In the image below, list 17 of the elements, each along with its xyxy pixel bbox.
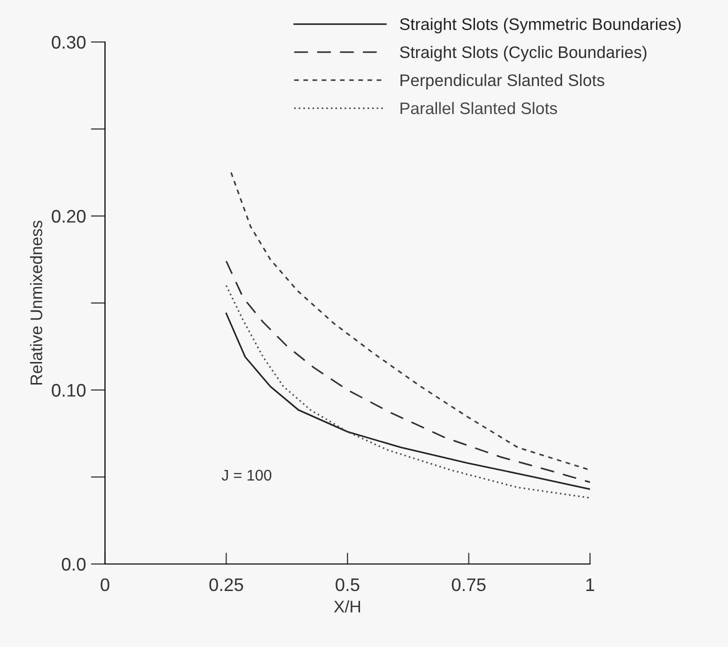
annotation: J = 100 [222,470,272,481]
y-tick-label: 0.30 [52,36,86,49]
x-tick-label: 0.25 [209,578,244,592]
text: Straight Slots (Symmetric Boundaries) [400,18,681,34]
text: Straight Slots (Cyclic Boundaries) [400,46,646,62]
y-tick-label: 0.20 [52,210,86,223]
y-tick-label: 0.0 [62,558,86,571]
y-tick-label: 0.10 [52,384,86,397]
x-tick-label: 1 [586,578,594,591]
y-axis-title: Relative Unmixedness [30,220,42,385]
x-tick-label: 0.5 [336,578,360,592]
x-tick-label: 0.75 [452,578,486,592]
text: Perpendicular Slanted Slots [400,74,604,90]
x-tick-label: 0 [100,578,110,592]
x-axis-title: X/H [334,600,360,613]
line-series [230,172,590,471]
text: Parallel Slanted Slots [400,102,558,114]
